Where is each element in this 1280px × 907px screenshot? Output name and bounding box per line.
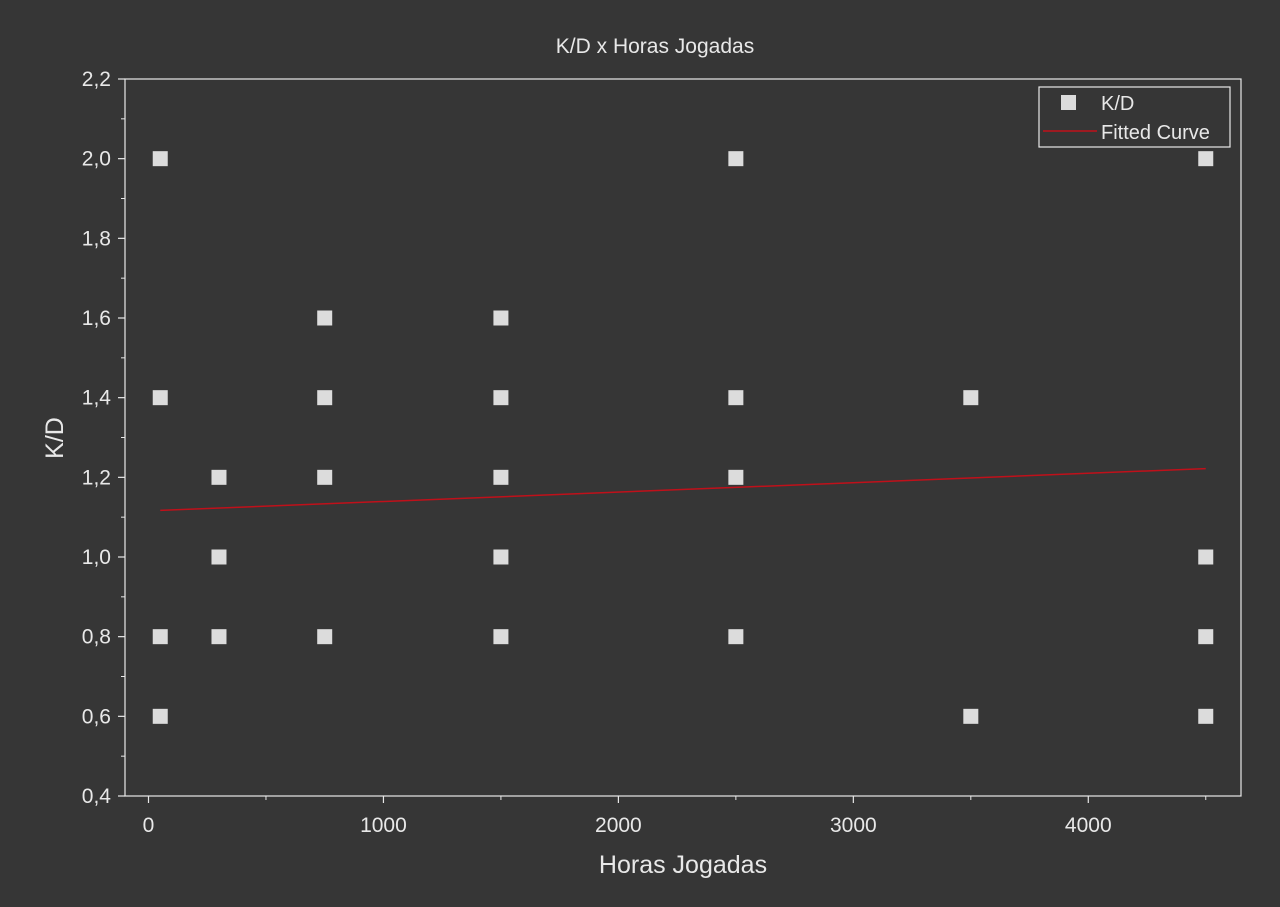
data-point bbox=[493, 469, 509, 485]
y-tick-label: 2,0 bbox=[82, 148, 111, 171]
data-point bbox=[317, 469, 333, 485]
data-point bbox=[317, 629, 333, 645]
data-point bbox=[728, 390, 744, 406]
x-tick-label: 1000 bbox=[360, 814, 407, 837]
x-axis-label: Horas Jogadas bbox=[599, 851, 767, 879]
data-point bbox=[211, 629, 227, 645]
legend-label-fitted-curve: Fitted Curve bbox=[1101, 122, 1210, 144]
legend-box bbox=[1038, 86, 1231, 148]
x-tick-label: 0 bbox=[143, 814, 155, 837]
y-tick-label: 1,0 bbox=[82, 546, 111, 569]
data-point bbox=[728, 629, 744, 645]
data-point bbox=[493, 549, 509, 565]
data-point bbox=[1198, 708, 1214, 724]
plot-frame bbox=[124, 78, 1242, 797]
y-tick-label: 2,2 bbox=[82, 68, 111, 91]
data-point bbox=[728, 469, 744, 485]
data-point bbox=[152, 708, 168, 724]
y-tick-label: 1,8 bbox=[82, 227, 111, 250]
data-point bbox=[963, 390, 979, 406]
data-point bbox=[728, 151, 744, 167]
y-tick-label: 0,8 bbox=[82, 626, 111, 649]
data-point bbox=[963, 708, 979, 724]
x-tick-label: 3000 bbox=[830, 814, 877, 837]
data-point bbox=[1198, 549, 1214, 565]
data-point bbox=[493, 629, 509, 645]
chart-title: K/D x Horas Jogadas bbox=[556, 35, 754, 58]
y-tick-label: 1,2 bbox=[82, 466, 111, 489]
y-tick-label: 1,6 bbox=[82, 307, 111, 330]
data-point bbox=[211, 469, 227, 485]
y-axis-label: K/D bbox=[41, 417, 69, 459]
data-point bbox=[493, 390, 509, 406]
data-point bbox=[1198, 629, 1214, 645]
y-tick-label: 0,6 bbox=[82, 705, 111, 728]
data-point bbox=[1198, 151, 1214, 167]
x-tick-label: 2000 bbox=[595, 814, 642, 837]
data-point bbox=[317, 390, 333, 406]
legend-square-marker-icon bbox=[1061, 95, 1076, 110]
data-point bbox=[152, 151, 168, 167]
data-point bbox=[211, 549, 227, 565]
data-point bbox=[152, 629, 168, 645]
data-point bbox=[152, 390, 168, 406]
x-tick-label: 4000 bbox=[1065, 814, 1112, 837]
data-point bbox=[493, 310, 509, 326]
legend: K/D Fitted Curve bbox=[1038, 86, 1231, 148]
y-tick-label: 0,4 bbox=[82, 785, 112, 808]
fitted-curve-line bbox=[160, 467, 1206, 512]
legend-label-kd: K/D bbox=[1101, 93, 1134, 115]
y-tick-label: 1,4 bbox=[82, 387, 112, 410]
data-point bbox=[317, 310, 333, 326]
